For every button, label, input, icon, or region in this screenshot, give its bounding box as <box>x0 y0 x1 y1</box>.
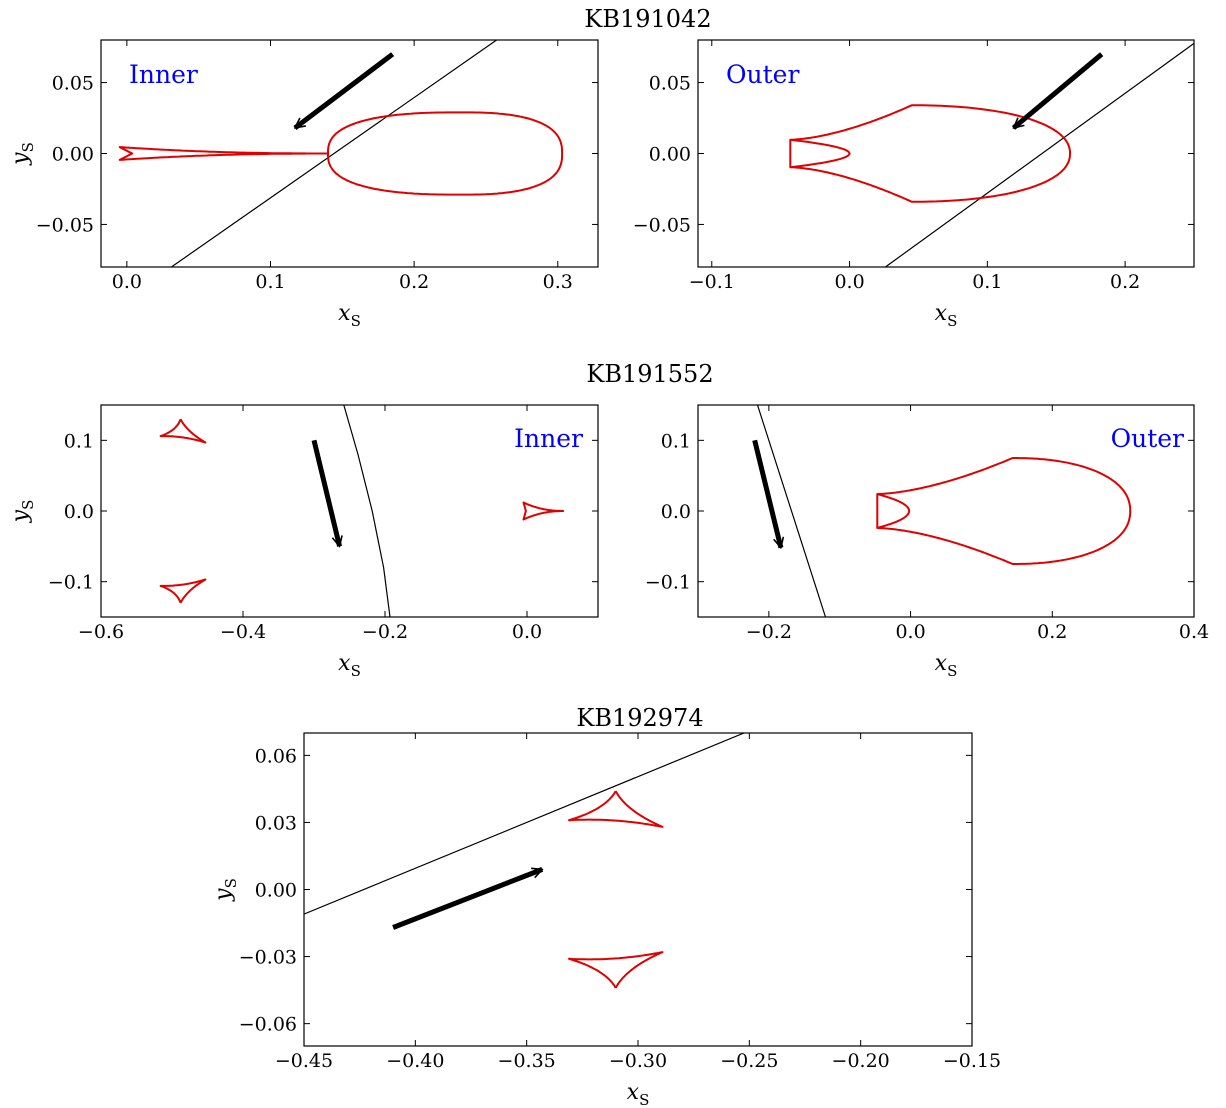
x-tick-label: −0.2 <box>362 621 408 643</box>
source-trajectory-line <box>171 40 497 267</box>
y-tick-label: −0.1 <box>645 572 691 594</box>
x-tick-label: 0.2 <box>1037 621 1067 643</box>
y-tick-label: −0.06 <box>239 1014 297 1036</box>
y-tick-label: 0.00 <box>52 144 94 166</box>
panel-label: Inner <box>514 424 583 453</box>
caustic-curve <box>327 111 564 196</box>
x-tick-label: −0.30 <box>609 1050 667 1072</box>
caustic-curve <box>159 578 207 604</box>
y-axis-label: yS <box>8 142 37 166</box>
plot-area <box>159 405 565 617</box>
x-axis-label: xS <box>935 651 958 680</box>
x-tick-label: −0.1 <box>689 271 735 293</box>
y-tick-label: 0.00 <box>255 880 297 902</box>
caustic-curve <box>118 146 328 161</box>
x-tick-label: −0.35 <box>498 1050 556 1072</box>
y-tick-label: 0.0 <box>64 501 94 523</box>
group-title-kb192974: KB192974 <box>576 704 703 732</box>
caustic-curve <box>159 418 207 444</box>
x-tick-label: −0.6 <box>78 621 124 643</box>
y-tick-label: 0.06 <box>255 745 297 767</box>
y-tick-label: 0.00 <box>649 144 691 166</box>
x-axis-label: xS <box>935 301 958 330</box>
source-trajectory-line <box>304 733 745 915</box>
direction-arrow <box>1011 52 1104 130</box>
x-tick-label: 0.3 <box>543 271 573 293</box>
y-tick-label: −0.05 <box>36 214 94 236</box>
y-tick-label: −0.1 <box>48 572 94 594</box>
x-tick-label: −0.2 <box>746 621 792 643</box>
x-tick-label: −0.15 <box>943 1050 1001 1072</box>
x-tick-label: −0.4 <box>220 621 266 643</box>
source-trajectory-line <box>756 405 827 617</box>
direction-arrow <box>293 52 395 130</box>
plot-area <box>789 42 1194 267</box>
y-axis-label: yS <box>8 500 37 524</box>
caustic-curve <box>876 457 1132 565</box>
group-title-kb191042: KB191042 <box>584 5 711 33</box>
caustic-curve <box>568 790 664 828</box>
y-tick-label: 0.05 <box>649 73 691 95</box>
panel-kb191552-outer: −0.2 0.0 0.2 0.4 −0.1 0.0 0.1 xS Outer <box>645 404 1209 680</box>
x-tick-label: 0.0 <box>112 271 142 293</box>
y-tick-label: 0.1 <box>64 430 94 452</box>
x-tick-label: −0.20 <box>832 1050 890 1072</box>
group-title-kb191552: KB191552 <box>586 360 713 388</box>
x-axis-label: xS <box>627 1080 650 1108</box>
panel-kb191042-inner: 0.0 0.1 0.2 0.3 −0.05 0.00 0.05 xS yS Inner <box>8 39 599 330</box>
x-axis-label: xS <box>338 301 361 330</box>
y-tick-label: 0.03 <box>255 812 297 834</box>
caustic-curve <box>522 501 565 521</box>
x-tick-label: −0.40 <box>386 1050 444 1072</box>
x-tick-label: 0.2 <box>1110 271 1140 293</box>
y-tick-label: −0.03 <box>239 947 297 969</box>
source-trajectory-line <box>885 42 1194 267</box>
plot-frame <box>303 732 973 1047</box>
caustic-curve <box>789 104 1071 203</box>
panel-label: Outer <box>726 60 799 89</box>
x-axis-label: xS <box>338 651 361 680</box>
plot-area <box>752 405 1132 617</box>
y-tick-label: 0.05 <box>52 73 94 95</box>
panel-kb191042-outer: −0.1 0.0 0.1 0.2 −0.05 0.00 0.05 xS Outer <box>633 39 1195 330</box>
direction-arrow <box>752 439 781 547</box>
y-axis-label: yS <box>211 878 240 902</box>
x-tick-label: 0.0 <box>512 621 542 643</box>
source-trajectory-line <box>343 405 391 617</box>
direction-arrow <box>311 439 340 546</box>
y-tick-label: 0.1 <box>661 430 691 452</box>
x-tick-label: 0.1 <box>972 271 1002 293</box>
panel-kb192974: −0.45 −0.40 −0.35 −0.30 −0.25 −0.20 −0.15 −0.06… <box>211 732 1001 1108</box>
panel-label: Outer <box>1111 424 1184 453</box>
y-tick-label: 0.0 <box>661 501 691 523</box>
x-tick-label: 0.0 <box>895 621 925 643</box>
plot-area <box>304 733 745 989</box>
x-tick-label: −0.25 <box>720 1050 778 1072</box>
panel-kb191552-inner: −0.6 −0.4 −0.2 0.0 −0.1 0.0 0.1 xS yS Inner <box>8 404 599 680</box>
y-tick-label: −0.05 <box>633 214 691 236</box>
x-tick-label: 0.2 <box>399 271 429 293</box>
caustic-curve <box>568 951 664 989</box>
x-tick-label: 0.4 <box>1179 621 1209 643</box>
direction-arrow <box>392 867 542 930</box>
panel-label: Inner <box>129 60 198 89</box>
x-tick-label: 0.0 <box>834 271 864 293</box>
plot-area <box>118 40 564 267</box>
x-tick-label: −0.45 <box>275 1050 333 1072</box>
x-tick-label: 0.1 <box>255 271 285 293</box>
